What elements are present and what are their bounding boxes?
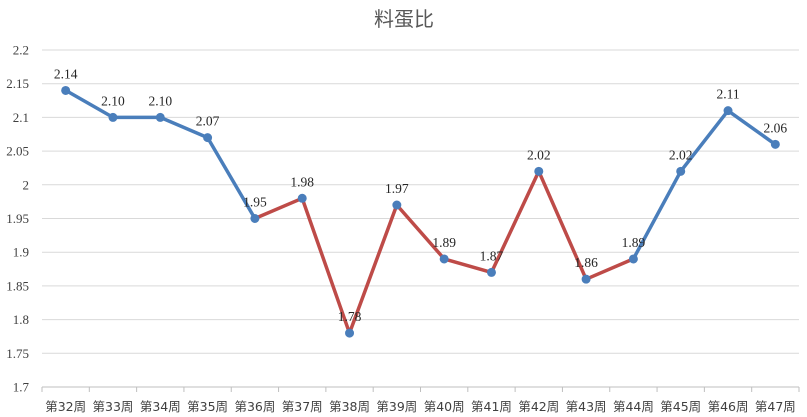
- series-lines: [63, 88, 778, 335]
- x-tick-label: 第38周: [329, 399, 370, 414]
- data-label: 2.06: [764, 120, 788, 135]
- y-tick-label: 2.05: [6, 144, 29, 159]
- data-label: 1.87: [480, 248, 504, 263]
- y-tick-label: 1.85: [6, 278, 29, 293]
- data-point: [676, 166, 686, 176]
- data-label: 1.89: [622, 235, 646, 250]
- y-tick-label: 1.95: [6, 211, 29, 226]
- data-point: [628, 254, 638, 264]
- x-tick-label: 第37周: [282, 399, 323, 414]
- data-label: 2.14: [54, 66, 78, 81]
- data-point: [486, 267, 496, 277]
- data-point: [770, 139, 780, 149]
- data-label: 2.07: [196, 114, 220, 129]
- data-label: 2.11: [716, 87, 739, 102]
- x-tick-label: 第36周: [234, 399, 275, 414]
- y-tick-label: 1.9: [13, 245, 29, 260]
- data-label: 2.10: [148, 93, 172, 108]
- x-tick-label: 第40周: [424, 399, 465, 414]
- y-tick-label: 1.7: [13, 380, 30, 395]
- x-tick-label: 第45周: [660, 399, 701, 414]
- data-label: 2.10: [101, 93, 125, 108]
- x-tick-label: 第32周: [45, 399, 86, 414]
- data-label: 1.95: [243, 195, 267, 210]
- y-tick-label: 2: [23, 177, 30, 192]
- data-point: [108, 112, 118, 122]
- x-tick-label: 第46周: [708, 399, 749, 414]
- chart-title: 料蛋比: [374, 7, 434, 31]
- x-tick-label: 第39周: [376, 399, 417, 414]
- y-tick-label: 2.2: [13, 43, 29, 58]
- x-axis: 第32周 第33周 第34周 第35周 第36周 第37周 第38周 第39周 第40周 第41周…: [41, 387, 800, 414]
- data-point: [723, 106, 733, 116]
- x-tick-label: 第33周: [93, 399, 134, 414]
- data-point: [203, 133, 213, 143]
- y-axis: 1.7 1.75 1.8 1.85 1.9 1.95 2 2.05 2.1 2.15 2.2: [6, 43, 29, 395]
- series-line-segment: [631, 108, 778, 261]
- data-label: 1.98: [290, 174, 314, 189]
- y-tick-label: 2.15: [6, 76, 29, 91]
- x-tick-label: 第44周: [613, 399, 654, 414]
- data-labels: 2.14 2.10 2.10 2.07 1.95 1.98 1.78 1.97 1.89 1.87…: [54, 66, 788, 324]
- grid: [42, 49, 799, 388]
- data-label: 1.97: [385, 181, 409, 196]
- y-tick-label: 1.75: [6, 346, 29, 361]
- x-tick-label: 第35周: [187, 399, 228, 414]
- x-tick-label: 第41周: [471, 399, 512, 414]
- data-point: [61, 85, 71, 95]
- data-label: 1.78: [338, 309, 362, 324]
- y-tick-label: 2.1: [13, 110, 29, 125]
- data-point: [297, 193, 307, 203]
- data-point: [534, 166, 544, 176]
- series-line-segment: [63, 88, 257, 221]
- data-label: 1.86: [574, 255, 598, 270]
- data-label: 2.02: [669, 147, 693, 162]
- x-tick-label: 第42周: [518, 399, 559, 414]
- y-tick-label: 1.8: [13, 312, 29, 327]
- x-tick-label: 第34周: [140, 399, 181, 414]
- data-point: [392, 200, 402, 210]
- data-point: [345, 328, 355, 338]
- data-point: [250, 214, 260, 223]
- data-label: 1.89: [432, 235, 456, 250]
- data-point: [155, 112, 165, 122]
- x-tick-label: 第43周: [566, 399, 607, 414]
- x-tick-label: 第47周: [755, 399, 796, 414]
- data-point: [581, 274, 591, 284]
- data-label: 2.02: [527, 147, 551, 162]
- series-points: [61, 85, 780, 338]
- data-point: [439, 254, 449, 264]
